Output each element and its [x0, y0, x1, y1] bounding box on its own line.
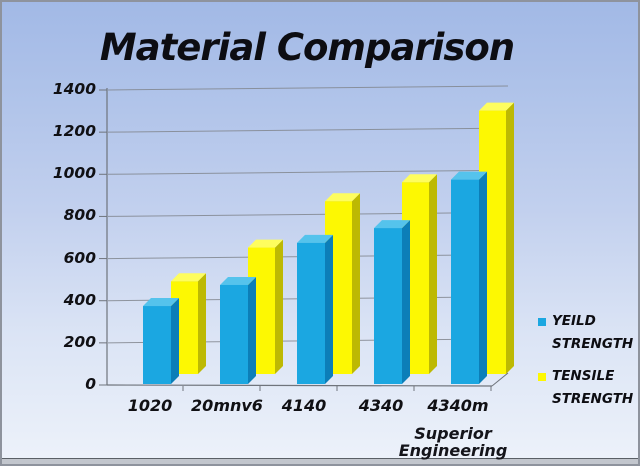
watermark: Superior Engineering — [388, 424, 518, 460]
bar-yield-4340 — [374, 228, 402, 384]
bar-yield-1020 — [143, 306, 171, 384]
chart-legend: YEILD STRENGTH TENSILE STRENGTH — [538, 310, 638, 420]
y-axis-label: 1000 — [52, 164, 96, 183]
y-axis-label: 600 — [63, 248, 96, 267]
legend-marker-icon — [538, 318, 546, 326]
bar-yield-4340-top — [374, 220, 410, 229]
bar-tensile-20mnv6-top — [248, 239, 283, 248]
bar-yield-4340m-top — [451, 171, 487, 180]
x-axis-label-4140: 4140 — [281, 396, 327, 415]
watermark-line2: Engineering — [398, 440, 508, 460]
gridline — [107, 85, 509, 91]
bar-yield-4140 — [297, 242, 325, 384]
legend-marker-icon — [538, 373, 546, 381]
bar-tensile-4340-side — [429, 174, 437, 374]
bar-yield-4340m — [451, 179, 479, 384]
x-axis-label-20mnv6: 20mnv6 — [191, 396, 263, 415]
x-axis-label-1020: 1020 — [127, 396, 173, 415]
y-axis-label: 1200 — [52, 122, 96, 141]
bar-tensile-4340m-side — [506, 102, 514, 374]
gridline — [107, 211, 509, 217]
bar-yield-20mnv6-side — [248, 276, 256, 384]
bar-tensile-1020-top — [171, 273, 206, 282]
x-axis-label-4340m: 4340m — [427, 396, 489, 415]
gridline — [107, 169, 509, 175]
bar-yield-4340-side — [402, 220, 410, 384]
bar-tensile-4340m-top — [479, 102, 514, 111]
gridline — [107, 127, 509, 133]
legend-item: YEILD STRENGTH — [538, 310, 638, 356]
bar-yield-4340m-side — [479, 171, 487, 384]
bar-yield-4140-top — [297, 234, 333, 243]
watermark-line1: Superior — [414, 424, 492, 443]
y-axis-label: 0 — [85, 375, 96, 393]
chart-title: Material Comparison — [99, 26, 515, 69]
bar-tensile-4140-side — [352, 193, 360, 374]
y-axis-label: 800 — [63, 206, 96, 225]
floor-edge — [491, 372, 509, 387]
bar-yield-20mnv6-top — [220, 276, 256, 285]
bar-yield-4140-side — [325, 234, 333, 384]
bar-yield-1020-side — [171, 298, 179, 384]
bar-tensile-20mnv6-side — [275, 239, 283, 374]
bar-tensile-4140-top — [325, 193, 360, 202]
y-axis-label: 1400 — [52, 80, 96, 98]
x-axis-line — [106, 384, 493, 387]
y-axis-label: 200 — [63, 332, 96, 351]
legend-label: TENSILE STRENGTH — [552, 368, 634, 407]
legend-item: TENSILE STRENGTH — [538, 365, 638, 411]
bar-yield-1020-top — [143, 298, 179, 307]
y-axis-label: 400 — [63, 290, 96, 309]
x-axis-label-4340: 4340 — [358, 396, 404, 415]
bar-tensile-1020-side — [198, 273, 206, 374]
legend-label: YEILD STRENGTH — [552, 313, 634, 352]
bar-tensile-4340-top — [402, 174, 437, 183]
bar-yield-20mnv6 — [220, 284, 248, 384]
